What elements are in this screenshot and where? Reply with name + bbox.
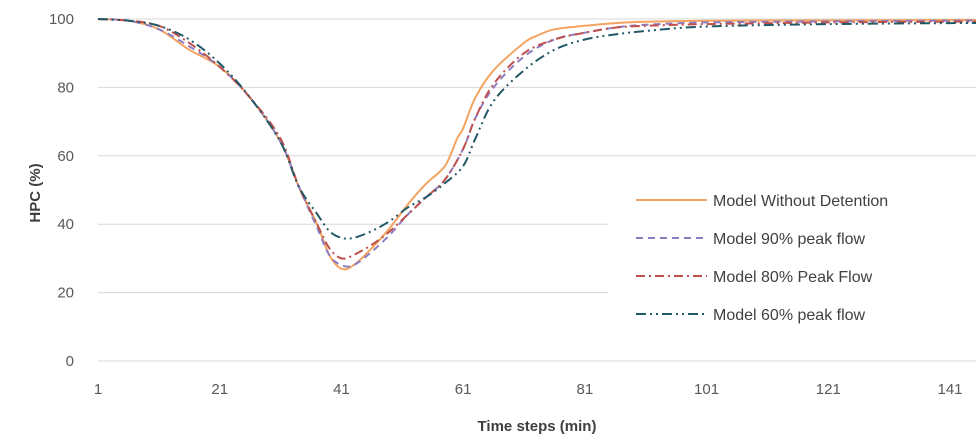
x-tick-label: 81 <box>577 381 594 398</box>
x-tick-label: 1 <box>94 381 102 398</box>
y-tick-label: 80 <box>57 79 74 96</box>
x-tick-label: 21 <box>211 381 228 398</box>
x-axis-ticks: 1 21 41 61 81 101 121 141 <box>94 381 963 398</box>
y-tick-label: 20 <box>57 285 74 302</box>
legend-label-3: Model 80% Peak Flow <box>713 269 873 286</box>
x-axis-title: Time steps (min) <box>478 418 597 435</box>
x-tick-label: 121 <box>816 381 841 398</box>
x-tick-label: 61 <box>455 381 472 398</box>
y-tick-label: 40 <box>57 216 74 233</box>
y-tick-label: 100 <box>49 11 74 28</box>
y-axis-title: HPC (%) <box>27 163 44 222</box>
y-tick-label: 60 <box>57 148 74 165</box>
legend-label-2: Model 90% peak flow <box>713 231 866 248</box>
y-tick-label: 0 <box>66 353 74 370</box>
legend-label-1: Model Without Detention <box>713 193 888 210</box>
x-tick-label: 41 <box>333 381 350 398</box>
legend-label-4: Model 60% peak flow <box>713 307 866 324</box>
y-axis-ticks: 0 20 40 60 80 100 <box>49 11 74 370</box>
x-tick-label: 101 <box>694 381 719 398</box>
x-tick-label: 141 <box>937 381 962 398</box>
